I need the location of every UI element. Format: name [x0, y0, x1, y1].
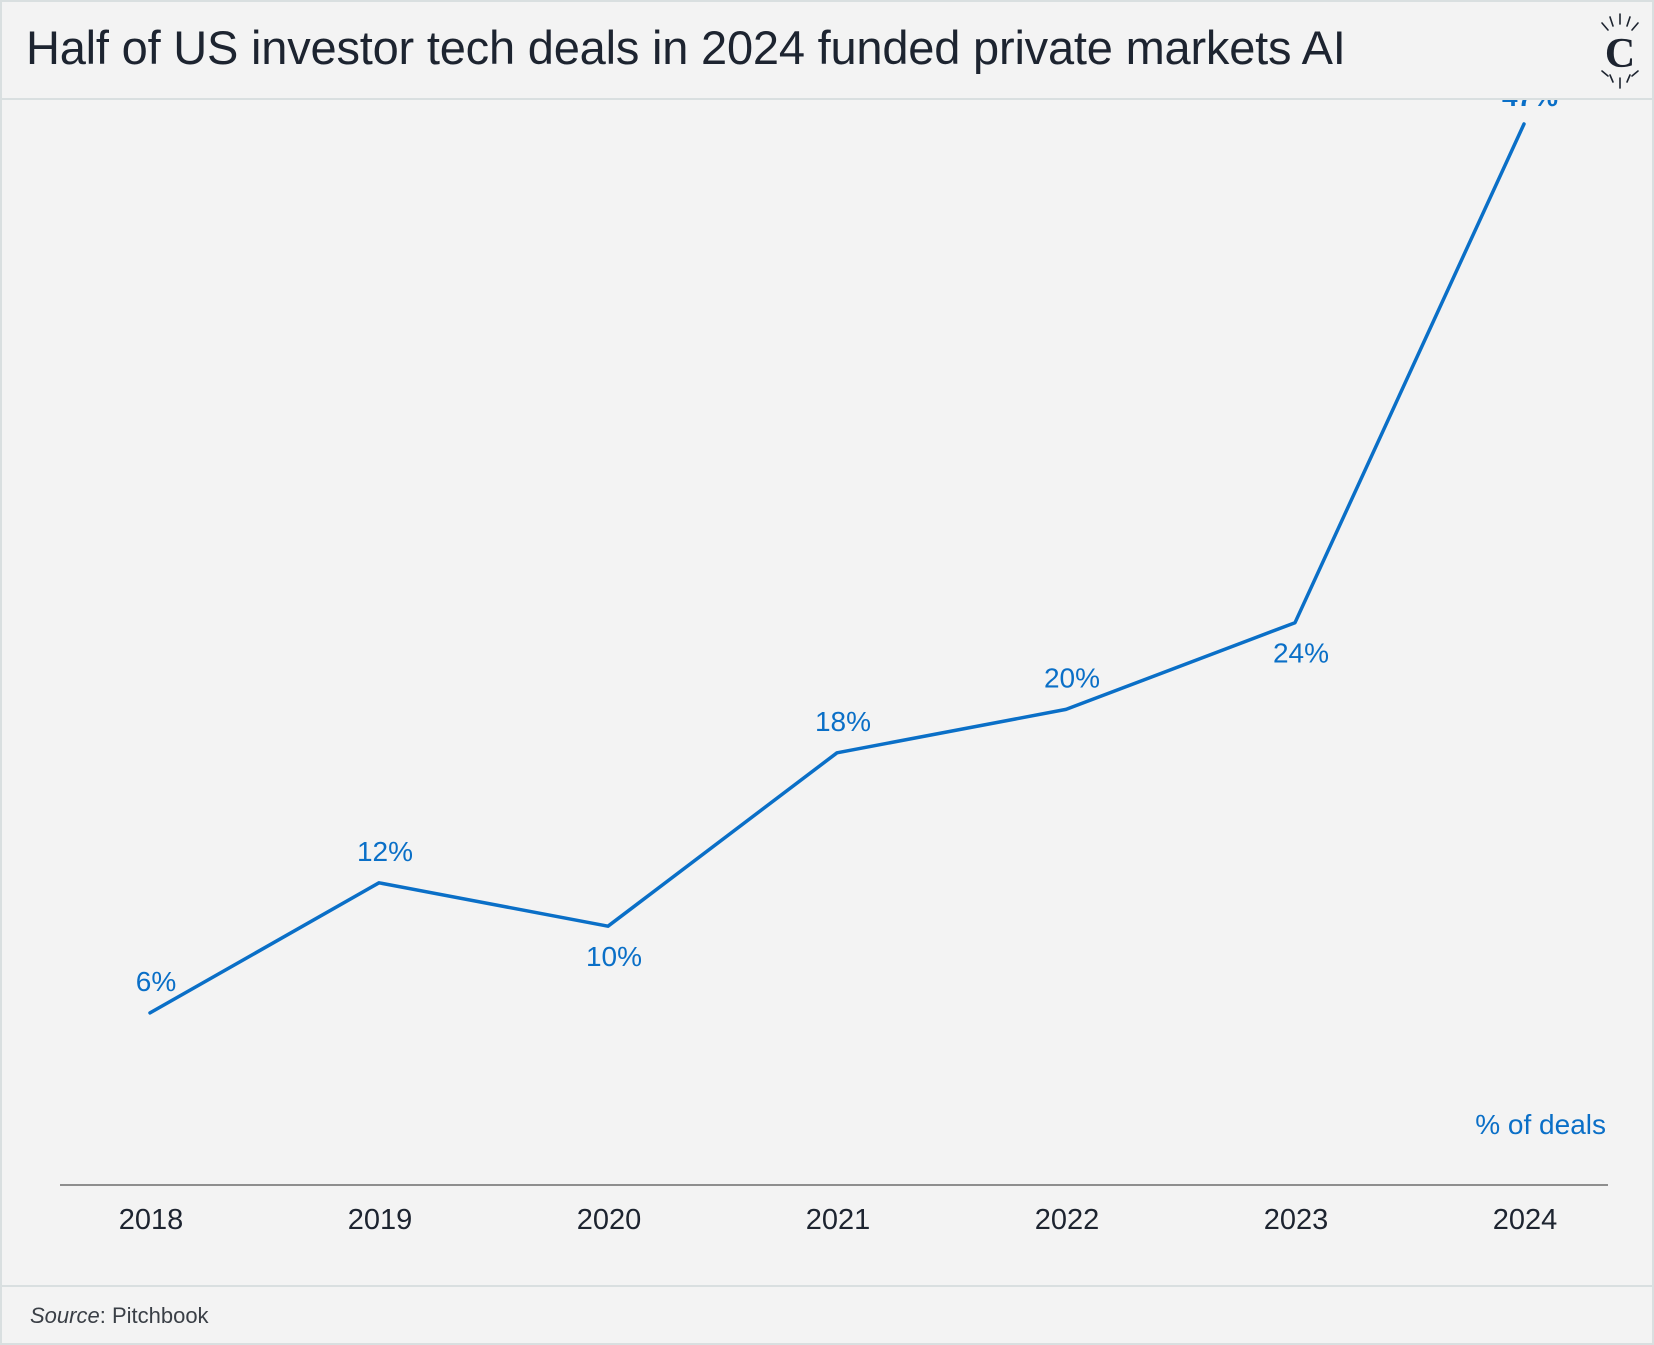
crown-c-logo-icon: C: [1601, 13, 1639, 89]
line-chart: 6% 12% 10% 18% 20% 24% 47% 2018 2019 2020 2021 202…: [60, 100, 1608, 1236]
data-label-2024: 47%: [1502, 100, 1558, 112]
data-label-2018: 6%: [136, 966, 176, 997]
data-label-2020: 10%: [586, 941, 642, 972]
data-label-2019: 12%: [357, 836, 413, 867]
x-tick-2023: 2023: [1264, 1204, 1329, 1236]
x-tick-2020: 2020: [577, 1204, 642, 1236]
x-tick-2018: 2018: [119, 1204, 184, 1236]
x-tick-2024: 2024: [1493, 1204, 1558, 1236]
x-tick-2021: 2021: [806, 1204, 871, 1236]
data-label-2022: 20%: [1044, 662, 1100, 693]
logo-letter: C: [1605, 31, 1635, 77]
data-label-2023: 24%: [1273, 638, 1329, 669]
x-tick-labels: 2018 2019 2020 2021 2022 2023 2024: [119, 1204, 1558, 1236]
x-tick-2019: 2019: [348, 1204, 413, 1236]
series-line: [148, 122, 1526, 1015]
source-label: Source: [30, 1303, 100, 1328]
x-tick-2022: 2022: [1035, 1204, 1100, 1236]
data-labels: 6% 12% 10% 18% 20% 24% 47%: [136, 100, 1558, 997]
source-text: : Pitchbook: [99, 1303, 209, 1328]
footer: Source: Pitchbook: [2, 1285, 1652, 1345]
source-note: Source: Pitchbook: [30, 1303, 209, 1329]
unit-label: % of deals: [1475, 1109, 1606, 1140]
data-label-2021: 18%: [815, 706, 871, 737]
chart-title: Half of US investor tech deals in 2024 f…: [26, 21, 1346, 74]
header: Half of US investor tech deals in 2024 f…: [2, 2, 1652, 100]
